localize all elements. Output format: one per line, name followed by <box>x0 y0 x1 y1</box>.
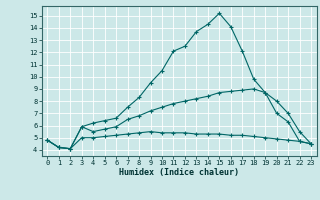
X-axis label: Humidex (Indice chaleur): Humidex (Indice chaleur) <box>119 168 239 177</box>
